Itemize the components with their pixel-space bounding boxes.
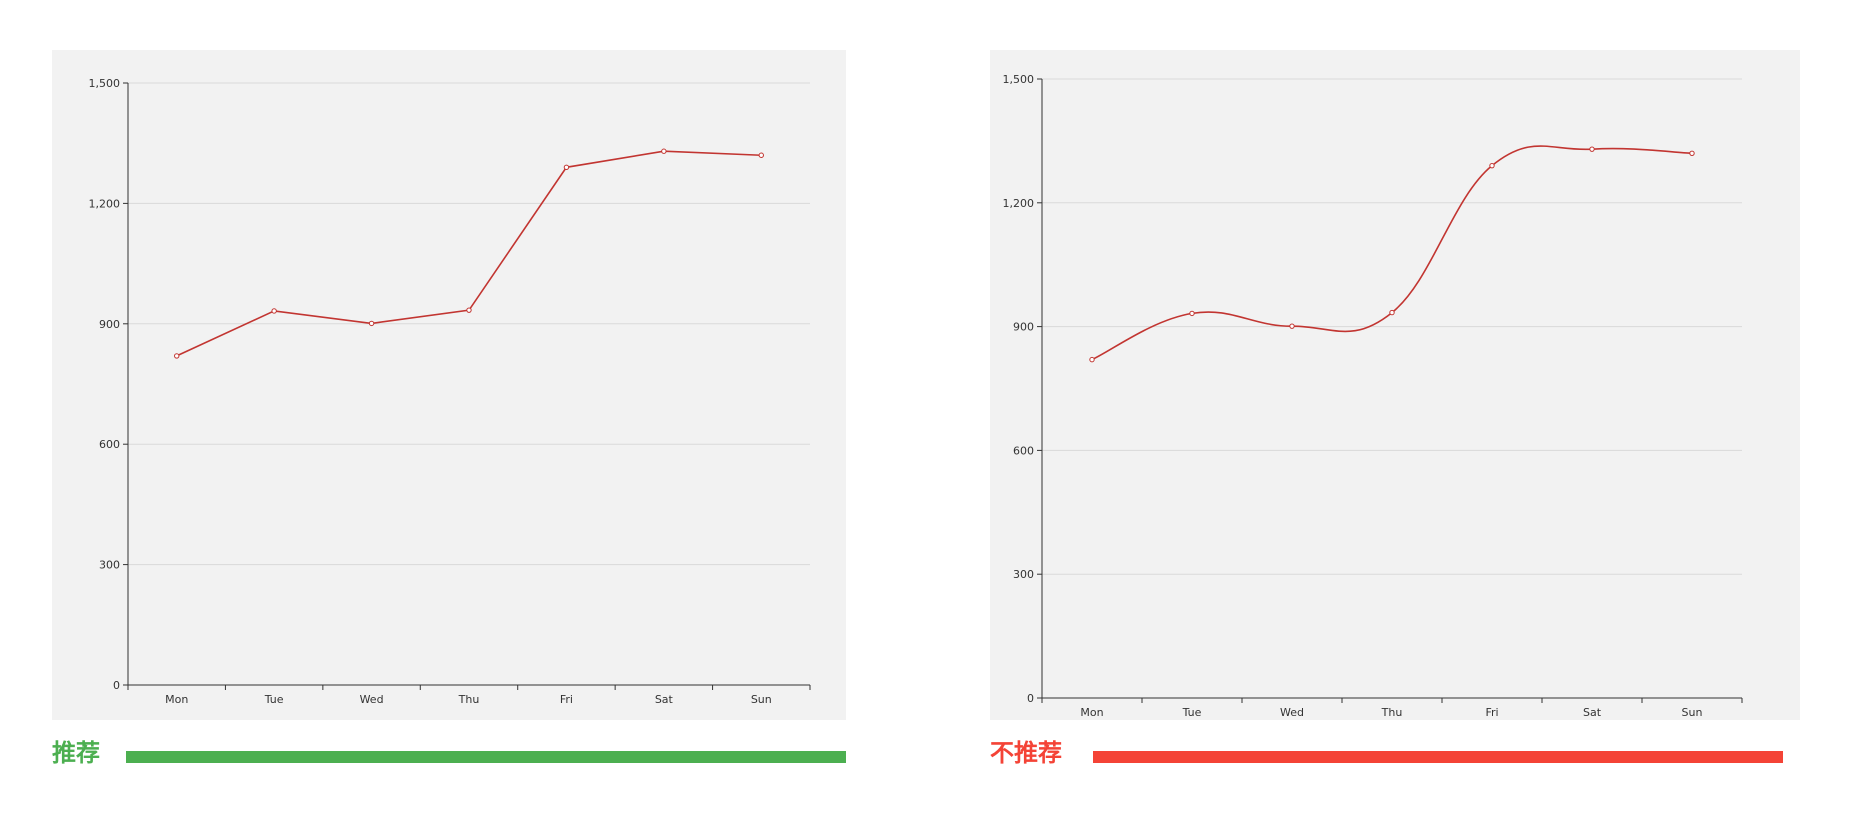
data-point	[1589, 146, 1595, 152]
data-point	[1489, 162, 1495, 169]
y-tick-label: 1,500	[89, 77, 121, 90]
data-point	[1389, 309, 1395, 316]
x-tick-label: Sat	[1583, 706, 1602, 719]
y-tick-label: 900	[1013, 321, 1034, 334]
series-line	[176, 150, 762, 357]
data-point	[1289, 323, 1295, 329]
x-tick-label: Tue	[1182, 706, 1202, 719]
recommended-bar	[126, 751, 846, 763]
data-point	[466, 307, 472, 313]
series-line	[1091, 145, 1693, 361]
y-tick-label: 300	[99, 559, 120, 572]
data-point	[1689, 150, 1695, 156]
data-point	[368, 320, 375, 327]
recommended-caption: 推荐	[52, 739, 100, 767]
x-tick-label: Mon	[1080, 706, 1103, 719]
y-tick-label: 900	[99, 318, 120, 331]
y-tick-label: 1,200	[89, 197, 121, 210]
x-tick-label: Thu	[1381, 706, 1403, 719]
y-tick-label: 600	[99, 438, 120, 451]
x-tick-label: Sun	[751, 693, 772, 706]
x-tick-label: Wed	[360, 693, 384, 706]
x-tick-label: Thu	[458, 693, 480, 706]
y-tick-label: 300	[1013, 568, 1034, 581]
y-tick-label: 600	[1013, 444, 1034, 457]
left-chart-panel: 0 300 600 900 1,200 1,500 Mon Tue Wed Thu Fri Sat Su…	[52, 50, 846, 720]
data-point	[271, 308, 277, 314]
y-tick-label: 0	[1027, 692, 1034, 705]
right-chart-panel: 0 300 600 900 1,200 1,500 Mon Tue Wed Thu Fri Sat Su…	[990, 50, 1800, 720]
x-tick-label: Mon	[165, 693, 188, 706]
right-smooth-line-chart: 0 300 600 900 1,200 1,500 Mon Tue Wed Thu Fri Sat Su…	[1003, 73, 1743, 719]
data-point	[661, 148, 667, 154]
not-recommended-caption: 不推荐	[990, 739, 1062, 767]
x-tick-label: Tue	[264, 693, 284, 706]
x-tick-label: Fri	[560, 693, 573, 706]
y-tick-label: 1,200	[1003, 197, 1035, 210]
x-tick-label: Sun	[1682, 706, 1703, 719]
data-point	[1089, 356, 1095, 363]
data-point	[1189, 310, 1195, 317]
x-tick-label: Sat	[655, 693, 674, 706]
y-tick-label: 0	[113, 679, 120, 692]
x-tick-label: Fri	[1485, 706, 1498, 719]
data-point	[758, 152, 764, 158]
left-line-chart: 0 300 600 900 1,200 1,500 Mon Tue Wed Thu Fri Sat Su…	[89, 77, 811, 706]
x-tick-label: Wed	[1280, 706, 1304, 719]
not-recommended-bar	[1093, 751, 1783, 763]
data-point	[174, 353, 180, 359]
y-tick-label: 1,500	[1003, 73, 1035, 86]
data-point	[563, 164, 570, 170]
